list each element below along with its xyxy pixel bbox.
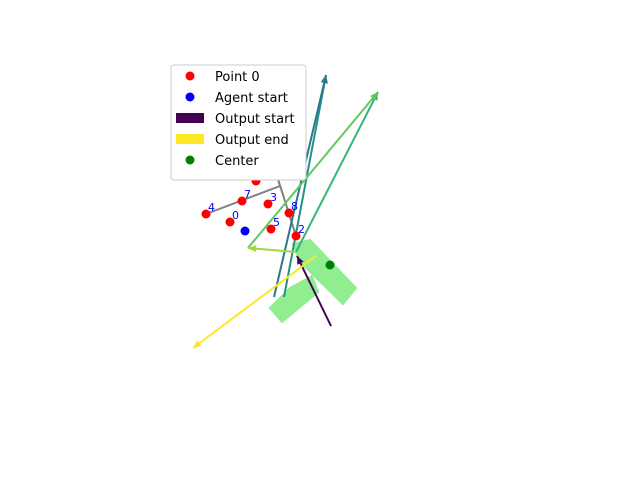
arrow-line-4 (247, 91, 379, 249)
arrow-head-4 (370, 92, 378, 101)
point-8 (284, 208, 294, 218)
arrow-head-0 (297, 256, 304, 265)
arrow-line-0 (296, 255, 332, 327)
arrow-line-1 (283, 74, 327, 298)
legend-label-1: Agent start (215, 91, 288, 106)
legend-label-2: Output start (215, 112, 295, 127)
point-4 (201, 209, 211, 219)
arrow-head-6 (193, 340, 202, 348)
arrow-head-5 (248, 245, 257, 253)
region-polygon-1 (268, 274, 320, 324)
point-label-2: 2 (298, 223, 305, 236)
arrow-layer (192, 74, 379, 349)
legend: Point 0 Agent start Output start Output end… (170, 64, 307, 181)
legend-label-4: Center (215, 154, 259, 169)
legend-label-3: Output end (215, 133, 289, 148)
point-2 (291, 231, 301, 241)
point-label-8: 8 (291, 200, 298, 213)
arrow-head-2 (320, 75, 328, 84)
point-7 (237, 196, 247, 206)
legend-marker-3 (176, 134, 204, 144)
arrow-line-6 (192, 255, 317, 349)
point-label-0: 0 (232, 209, 239, 222)
arrow-line-5 (247, 247, 297, 253)
agent-start-point (240, 226, 250, 236)
point-label-5: 5 (273, 216, 280, 229)
arrow-line-3 (295, 91, 379, 253)
point-label-4: 4 (208, 201, 215, 214)
point-5 (266, 224, 276, 234)
legend-marker-1 (185, 92, 195, 102)
center-point (325, 260, 335, 270)
legend-marker-4 (185, 155, 195, 165)
legend-marker-2 (176, 113, 204, 123)
point-3 (263, 199, 273, 209)
point-label-3: 3 (270, 191, 277, 204)
legend-label-0: Point 0 (215, 70, 260, 85)
legend-marker-0 (185, 71, 195, 81)
legend-frame (170, 64, 307, 181)
point-label-7: 7 (244, 188, 251, 201)
point-0 (225, 217, 235, 227)
